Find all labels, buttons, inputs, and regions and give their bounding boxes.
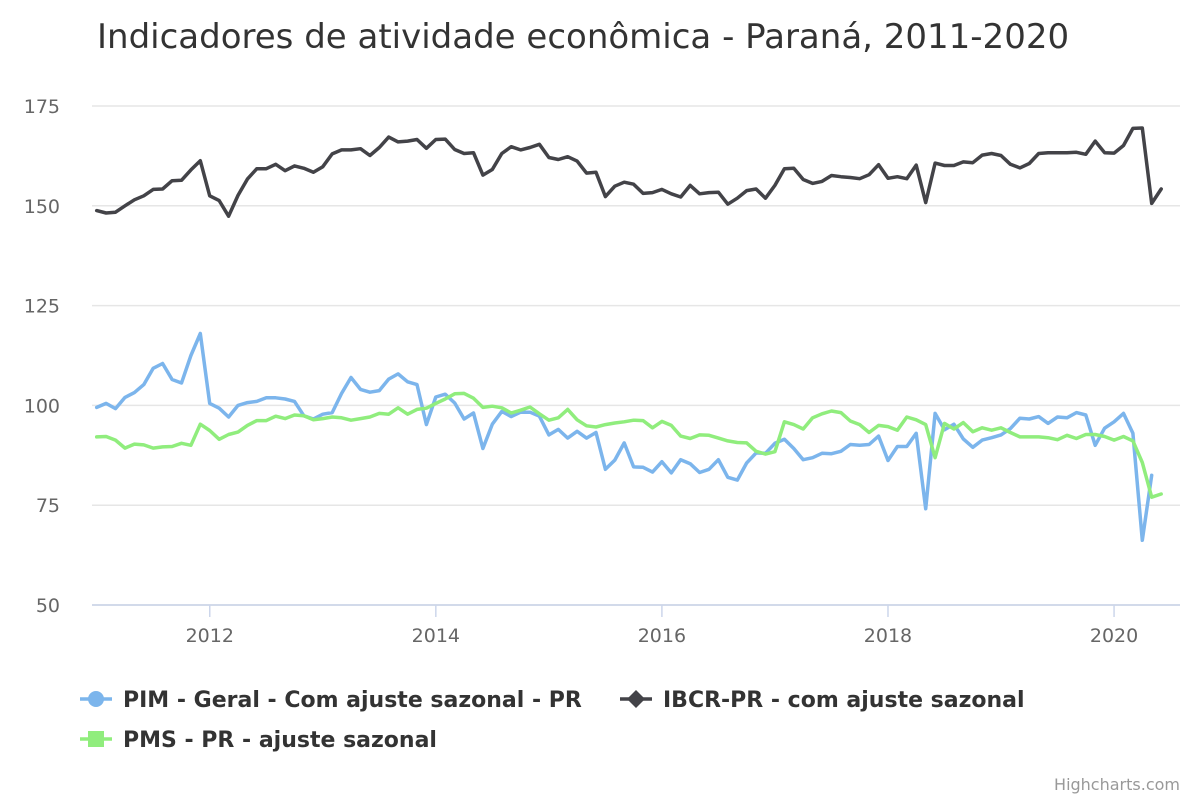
credits-link[interactable]: Highcharts.com — [1054, 775, 1180, 794]
circle-marker-icon — [88, 691, 104, 707]
square-marker-icon — [88, 731, 104, 747]
legend[interactable]: PIM - Geral - Com ajuste sazonal - PR IBC… — [80, 688, 1025, 753]
x-tick-label: 2012 — [186, 625, 234, 647]
y-tick-label: 175 — [24, 96, 60, 118]
legend-label: PMS - PR - ajuste sazonal — [123, 728, 437, 753]
chart-title: Indicadores de atividade econômica - Par… — [97, 17, 1069, 57]
x-tick-label: 2016 — [638, 625, 686, 647]
legend-item[interactable]: IBCR-PR - com ajuste sazonal — [620, 688, 1025, 713]
y-tick-label: 75 — [36, 495, 60, 517]
y-tick-label: 150 — [24, 196, 60, 218]
legend-label: PIM - Geral - Com ajuste sazonal - PR — [123, 688, 582, 713]
legend-item[interactable]: PIM - Geral - Com ajuste sazonal - PR — [80, 688, 582, 713]
series-line-2[interactable] — [94, 126, 1163, 218]
legend-item[interactable]: PMS - PR - ajuste sazonal — [80, 728, 437, 753]
legend-label: IBCR-PR - com ajuste sazonal — [663, 688, 1025, 713]
x-axis: 2012 2014 2016 2018 2020 — [92, 604, 1180, 647]
series-line-1[interactable] — [94, 331, 1154, 543]
y-tick-label: 100 — [24, 395, 60, 417]
series-lines[interactable] — [94, 126, 1163, 543]
y-axis-labels: 50 75 100 125 150 175 — [24, 96, 60, 617]
diamond-marker-icon — [627, 690, 645, 708]
y-tick-label: 125 — [24, 296, 60, 318]
x-tick-label: 2020 — [1090, 625, 1138, 647]
x-tick-label: 2014 — [412, 625, 460, 647]
x-tick-label: 2018 — [864, 625, 912, 647]
y-tick-label: 50 — [36, 595, 60, 617]
series-line-3[interactable] — [94, 391, 1163, 499]
